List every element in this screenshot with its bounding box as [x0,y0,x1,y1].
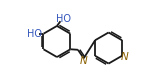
Text: HO: HO [56,14,71,24]
Text: N: N [120,52,128,62]
Text: HO: HO [27,29,42,39]
Text: N: N [80,56,88,66]
